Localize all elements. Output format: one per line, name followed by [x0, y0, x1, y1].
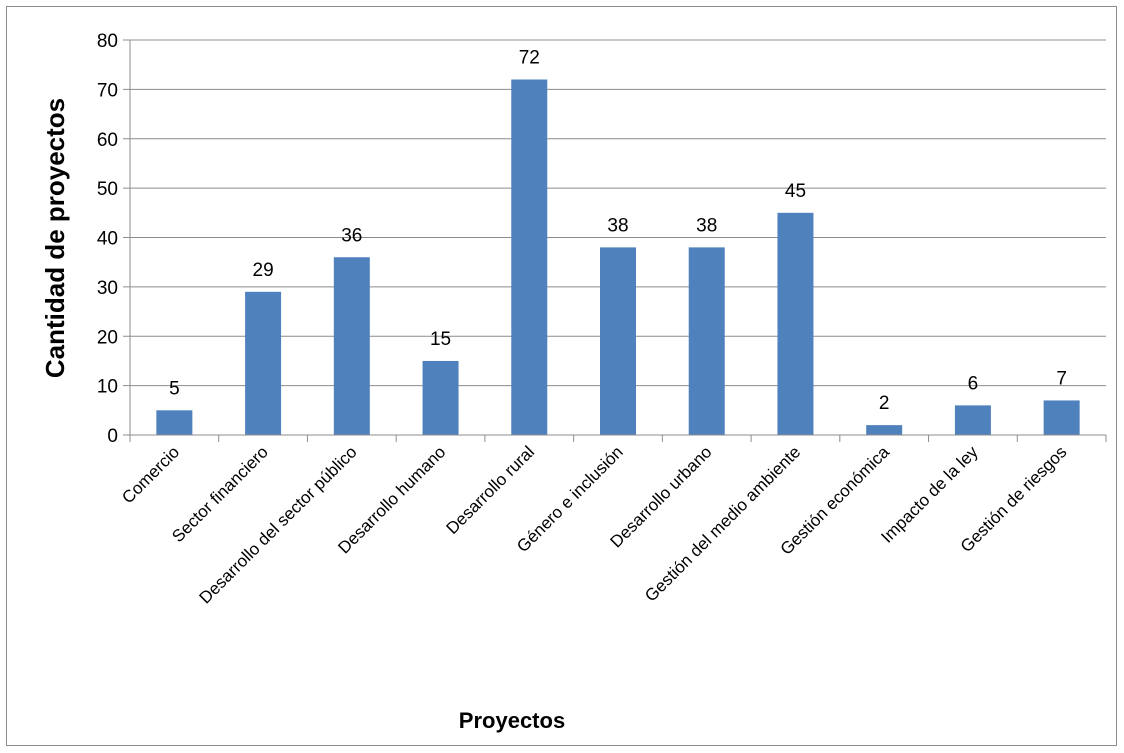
bar [245, 291, 282, 435]
bar [777, 212, 814, 435]
axes [123, 39, 1107, 442]
x-axis-title: Proyectos [459, 708, 565, 733]
y-tick-label: 0 [107, 426, 118, 447]
y-tick-label: 70 [97, 80, 118, 101]
data-label: 45 [785, 181, 806, 202]
data-label: 15 [430, 329, 451, 350]
category-label: Impacto de la ley [877, 442, 982, 547]
data-label: 7 [1056, 368, 1067, 389]
category-label: Desarrollo rural [442, 442, 538, 538]
y-tick-label: 10 [97, 377, 118, 398]
y-tick-labels: 0 10 20 30 40 50 60 70 80 [97, 31, 118, 447]
y-tick-label: 30 [97, 278, 118, 299]
bars [156, 79, 1080, 435]
category-label: Desarrollo del sector público [196, 442, 361, 607]
y-tick-label: 50 [97, 179, 118, 200]
data-label: 72 [519, 48, 540, 69]
data-label: 29 [253, 260, 274, 281]
bar [688, 247, 725, 435]
data-label: 5 [169, 378, 180, 399]
category-label: Comercio [118, 442, 183, 507]
data-label: 38 [696, 215, 717, 236]
category-label: Sector financiero [168, 442, 272, 546]
y-tick-label: 60 [97, 130, 118, 151]
y-tick-label: 80 [97, 31, 118, 52]
data-label: 6 [968, 373, 979, 394]
y-tick-label: 40 [97, 229, 118, 250]
gridlines [130, 39, 1106, 387]
bar [600, 247, 636, 435]
bar [156, 410, 193, 435]
bar [866, 425, 903, 435]
category-label: Gestión del medio ambiente [641, 442, 804, 605]
bar [1043, 400, 1080, 435]
data-label: 2 [879, 393, 890, 414]
chart-frame [6, 6, 1117, 746]
bar [954, 405, 991, 435]
bar [422, 360, 459, 435]
y-axis-title: Cantidad de proyectos [40, 98, 70, 378]
y-tick-label: 20 [97, 327, 118, 348]
data-label: 36 [341, 225, 362, 246]
data-label: 38 [607, 215, 628, 236]
bar [511, 79, 548, 435]
bar [333, 257, 370, 435]
